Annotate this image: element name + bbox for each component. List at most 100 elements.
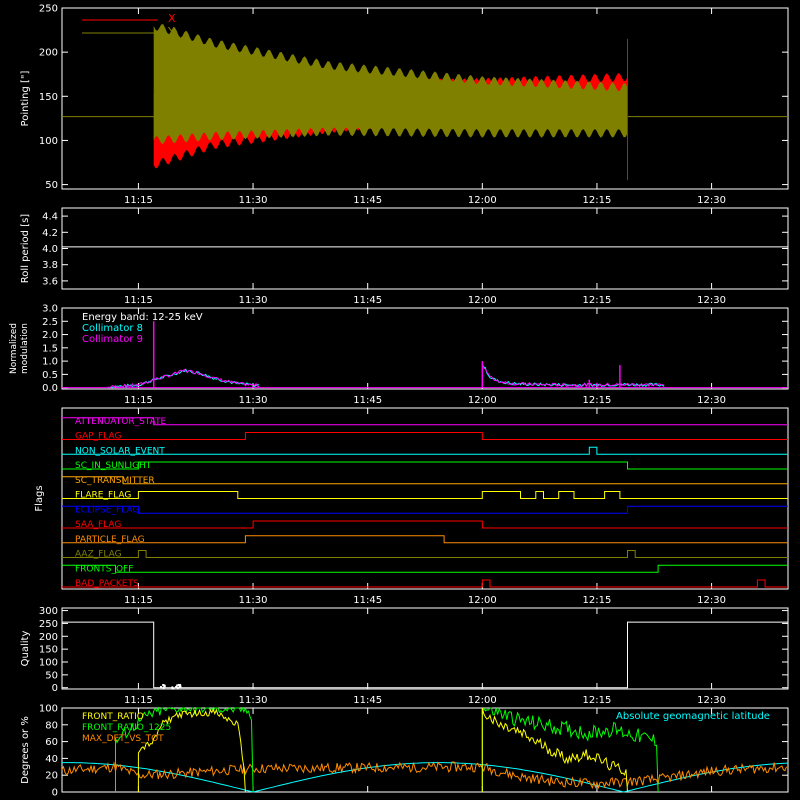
quality-point xyxy=(162,686,165,689)
flag-line-gap-flag xyxy=(62,432,788,440)
x-tick-label: 12:15 xyxy=(583,595,612,606)
y-tick-label: 100 xyxy=(39,658,58,669)
x-tick-label: 12:00 xyxy=(468,295,497,306)
flag-label: AAZ_FLAG xyxy=(75,550,122,560)
quality-point xyxy=(176,684,179,687)
y-tick-label: 300 xyxy=(39,606,58,617)
x-tick-label: 12:15 xyxy=(583,195,612,206)
quality-point xyxy=(171,686,174,689)
y-axis-label: Normalized xyxy=(9,323,19,374)
max-det-vs-tot-series xyxy=(61,761,787,790)
panel-frame xyxy=(61,607,789,690)
y-tick-label: 150 xyxy=(39,92,58,103)
flag-label: SC_IN_SUNLIGHT xyxy=(75,461,152,471)
quality-point xyxy=(176,686,179,689)
x-tick-label: 11:15 xyxy=(124,695,153,706)
latitude-curve xyxy=(62,762,789,793)
y-tick-label: 1.0 xyxy=(42,357,58,368)
x-tick-label: 11:15 xyxy=(124,595,153,606)
flag-label: NON_SOLAR_EVENT xyxy=(75,446,165,456)
collimator-9-series xyxy=(107,368,260,389)
panel-flags: 11:15 11:30 11:45 12:00 12:15 12:30 Flags ATTEN… xyxy=(34,407,789,606)
y-tick-label: 4.0 xyxy=(42,244,58,255)
flag-line-bad-packets xyxy=(62,579,788,588)
x-tick-label: 11:30 xyxy=(239,195,268,206)
collimator-8-series xyxy=(107,368,260,389)
y-axis-label: Quality xyxy=(20,631,31,667)
quality-point xyxy=(159,686,162,689)
y-tick-label: 3.6 xyxy=(42,276,58,287)
y-tick-label: 3.8 xyxy=(42,260,58,271)
flag-line-aaz-flag xyxy=(62,550,788,558)
panel-frame xyxy=(61,7,789,190)
x-tick-label: 12:30 xyxy=(697,195,726,206)
flag-label: FRONTS_OFF xyxy=(75,564,133,574)
x-tick-label: 11:30 xyxy=(239,395,268,406)
legend-label-y: Y xyxy=(167,25,175,38)
series-y-band xyxy=(153,24,628,144)
y-tick-label: 2.0 xyxy=(42,330,58,341)
x-tick-label: 11:45 xyxy=(353,395,382,406)
quality-point xyxy=(179,684,182,687)
legend-label: Collimator 8 xyxy=(82,323,143,334)
panel-quality: 11:15 11:30 11:45 12:00 12:15 12:30 Quality 0 50… xyxy=(20,606,789,706)
legend-label: MAX_DET_VS_TOT xyxy=(82,734,164,744)
x-tick-label: 12:30 xyxy=(697,695,726,706)
x-tick-label: 11:30 xyxy=(239,695,268,706)
y-tick-label: 80 xyxy=(45,720,58,731)
panel-modulation: 11:15 11:30 11:45 12:00 12:15 12:30 Normalized… xyxy=(9,304,789,406)
y-tick-label: 40 xyxy=(45,754,58,765)
flag-line-attenuator-state xyxy=(62,417,788,426)
y-tick-label: 20 xyxy=(45,771,58,782)
y-tick-label: 200 xyxy=(39,48,58,59)
y-tick-label: 2.5 xyxy=(42,317,58,328)
flag-label: FLARE_FLAG xyxy=(75,491,131,501)
flag-line-flare-flag xyxy=(62,491,788,499)
panels: 11:15 11:30 11:45 12:00 12:15 12:30 Pointing [… xyxy=(9,4,789,799)
x-tick-label: 11:45 xyxy=(353,295,382,306)
x-tick-label: 12:00 xyxy=(468,395,497,406)
y-tick-label: 250 xyxy=(39,619,58,630)
quality-point xyxy=(163,684,166,687)
panel-roll_period: 11:15 11:30 11:45 12:00 12:15 12:30 Roll perio… xyxy=(20,207,789,306)
front-ratio-series xyxy=(481,707,628,793)
x-tick-label: 12:15 xyxy=(583,395,612,406)
x-tick-label: 11:45 xyxy=(353,195,382,206)
y-tick-label: 0.5 xyxy=(42,370,58,381)
flag-label: SC_TRANSMITTER xyxy=(75,476,155,486)
y-tick-label: 200 xyxy=(39,632,58,643)
x-tick-label: 11:15 xyxy=(124,295,153,306)
y-tick-label: 150 xyxy=(39,645,58,656)
flag-label: BAD_PACKETS xyxy=(75,579,139,589)
x-tick-label: 12:15 xyxy=(583,295,612,306)
x-tick-label: 11:15 xyxy=(124,395,153,406)
y-tick-label: 100 xyxy=(39,704,58,715)
y-tick-label: 0 xyxy=(52,788,58,799)
x-tick-label: 11:30 xyxy=(239,595,268,606)
front-ratio-1225-series xyxy=(481,706,659,793)
flag-line-saa-flag xyxy=(62,520,788,529)
flag-label: ECLIPSE_FLAG xyxy=(75,505,139,515)
front-ratio-series xyxy=(137,707,246,793)
y-tick-label: 1.5 xyxy=(42,343,58,354)
legend-label: FRONT_RATIO xyxy=(82,712,144,722)
latitude-annotation: Absolute geomagnetic latitude xyxy=(616,711,770,722)
flag-line-sc-in-sunlight xyxy=(62,461,788,470)
quality-point xyxy=(179,685,182,688)
y-axis-label: Roll period [s] xyxy=(20,214,31,283)
y-axis-label: Flags xyxy=(34,485,45,511)
flag-line-sc-transmitter xyxy=(62,476,788,485)
panel-ratios: Degrees or % 0 20 40 60 80 100 FRONT_RATIOFRONT… xyxy=(20,704,789,799)
legend-label: Collimator 9 xyxy=(82,334,143,345)
y-axis-label: modulation xyxy=(20,323,30,374)
panel-pointing: 11:15 11:30 11:45 12:00 12:15 12:30 Pointing [… xyxy=(20,4,789,206)
legend-label: Energy band: 12-25 keV xyxy=(82,312,203,323)
y-tick-label: 50 xyxy=(45,670,58,681)
x-tick-label: 12:30 xyxy=(697,595,726,606)
collimator-9-series xyxy=(481,363,665,388)
y-axis-label: Degrees or % xyxy=(20,716,31,784)
y-tick-label: 100 xyxy=(39,136,58,147)
y-tick-label: 250 xyxy=(39,4,58,15)
quality-line xyxy=(62,621,788,689)
